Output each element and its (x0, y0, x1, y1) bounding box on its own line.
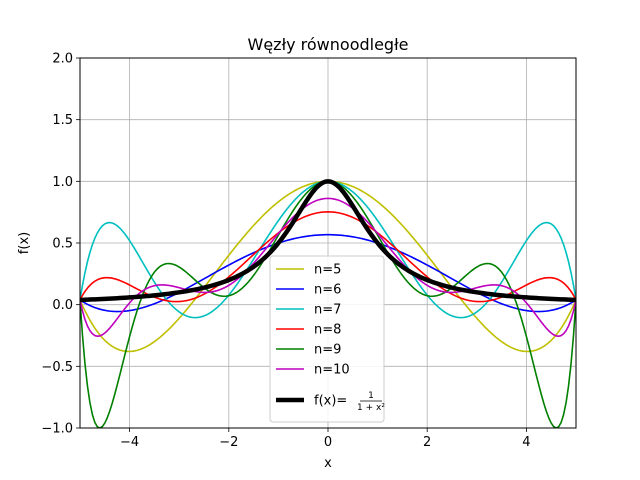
legend-label: f(x)= (314, 394, 347, 409)
y-tick-label: 1.0 (52, 175, 73, 190)
legend-label: n=7 (314, 303, 341, 318)
chart-title: Węzły równoodległe (248, 35, 409, 54)
legend-label: n=5 (314, 263, 341, 278)
y-axis-ticks: −1.0 −0.5 0.0 0.5 1.0 1.5 2.0 (41, 52, 80, 437)
legend-label: n=9 (314, 343, 341, 358)
x-tick-label: −2 (219, 435, 238, 450)
y-tick-label: −1.0 (41, 422, 73, 437)
x-tick-label: 2 (423, 435, 431, 450)
x-tick-label: −4 (120, 435, 139, 450)
x-tick-label: 0 (324, 435, 332, 450)
y-tick-label: 2.0 (52, 52, 73, 67)
series-line-5 (80, 197, 576, 338)
legend-label: n=8 (314, 323, 341, 338)
y-tick-label: −0.5 (41, 360, 73, 375)
y-tick-label: 0.0 (52, 298, 73, 313)
y-axis-label: f(x) (17, 232, 32, 254)
legend-box (269, 255, 385, 423)
x-axis-label: x (324, 456, 332, 471)
y-tick-label: 0.5 (52, 237, 73, 252)
legend-label: n=10 (314, 363, 350, 378)
legend-formula-numerator: 1 (368, 391, 374, 401)
legend-label: n=6 (314, 283, 341, 298)
legend-formula-denominator: 1 + x² (357, 403, 385, 413)
series-line-3 (80, 211, 576, 303)
series-line-6 (80, 179, 576, 303)
x-tick-label: 4 (522, 435, 530, 450)
series-layer (80, 179, 576, 428)
x-axis-ticks: −4 −2 0 2 4 (120, 428, 531, 450)
legend: n=5 n=6 n=7 n=8 n=9 n=10 f(x)= 1 1 + x² (269, 255, 385, 423)
y-tick-label: 1.5 (52, 113, 73, 128)
